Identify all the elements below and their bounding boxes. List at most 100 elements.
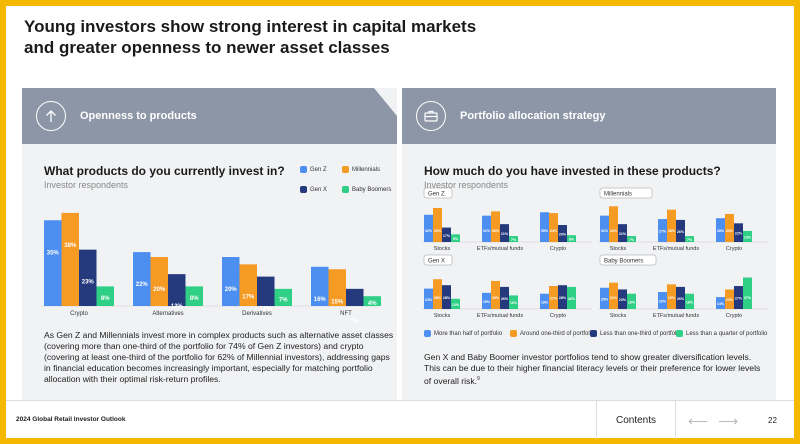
legend-more-than-half: More than half of portfolio: [424, 330, 502, 337]
right-body-text: Gen X and Baby Boomer investor portfolio…: [424, 352, 761, 386]
bar: [549, 286, 558, 309]
data-label: 33%: [726, 229, 734, 233]
prev-arrow-icon[interactable]: ⟵: [688, 413, 719, 429]
data-label: 14%: [717, 302, 725, 306]
legend-swatch: [342, 166, 349, 173]
data-label: 31%: [601, 229, 609, 233]
data-label: 20%: [225, 287, 238, 293]
data-label: 8%: [101, 296, 110, 302]
bar: [346, 288, 364, 306]
bar: [676, 286, 685, 309]
bar: [433, 208, 442, 242]
bar: [311, 266, 329, 306]
legend-swatch: [300, 186, 307, 193]
legend-swatch: [300, 166, 307, 173]
panel-tag: [423, 187, 453, 199]
bar: [491, 280, 500, 309]
bar: [442, 285, 451, 309]
data-label: 26%: [677, 297, 685, 301]
category-label: Stocks: [434, 246, 451, 252]
data-label: 22%: [136, 282, 149, 288]
category-label: Crypto: [550, 246, 566, 252]
bar: [667, 209, 676, 242]
category-label: Crypto: [726, 246, 742, 252]
bar: [185, 286, 203, 306]
right-question: How much do you have invested in these p…: [424, 164, 721, 178]
bar: [168, 274, 186, 306]
data-label: 17%: [443, 234, 451, 238]
page-title: Young investors show strong interest in …: [24, 17, 477, 57]
bar: [549, 213, 558, 242]
bar: [685, 293, 694, 309]
data-label: 34%: [550, 229, 558, 233]
publication-name: 2024 Global Retail Investor Outlook: [16, 416, 126, 423]
panel-tag: [423, 254, 453, 266]
data-label: 18%: [541, 300, 549, 304]
data-label: 7%: [279, 297, 288, 303]
data-label: 16%: [314, 297, 327, 303]
bar: [451, 298, 460, 309]
bar: [558, 285, 567, 309]
bar: [685, 236, 694, 242]
data-label: 23%: [619, 298, 627, 302]
bar: [600, 215, 609, 242]
bar: [716, 218, 725, 242]
data-label: 23%: [82, 280, 95, 286]
data-label: 28%: [559, 296, 567, 300]
bar: [658, 219, 667, 242]
category-label: Crypto: [550, 313, 566, 319]
legend-baby-boomers: Baby Boomers: [342, 186, 391, 193]
bar: [44, 220, 62, 306]
legend-one-third: Around one-third of portfolio: [510, 330, 594, 337]
data-label: 18%: [686, 300, 694, 304]
data-label: 17%: [242, 294, 255, 300]
page: Young investors show strong interest in …: [6, 6, 794, 438]
bar: [239, 264, 257, 306]
data-label: 28%: [717, 229, 725, 233]
data-label: 26%: [677, 230, 685, 234]
next-arrow-icon[interactable]: ⟶: [718, 413, 749, 429]
bar: [558, 225, 567, 242]
data-label: 26%: [568, 297, 576, 301]
bar: [491, 211, 500, 242]
data-label: 12%: [260, 307, 273, 313]
data-label: 9%: [453, 237, 459, 241]
bar: [567, 235, 576, 242]
contents-button[interactable]: Contents: [596, 401, 676, 439]
bar: [451, 234, 460, 242]
data-label: 7%: [511, 238, 517, 242]
bar: [658, 292, 667, 309]
category-label: Alternatives: [152, 311, 183, 317]
legend-less-one-third: Less than one-third of portfolio: [590, 330, 681, 337]
bar: [743, 230, 752, 242]
bar: [96, 286, 114, 306]
bar: [725, 289, 734, 309]
panel-label: Gen X: [428, 259, 445, 265]
category-label: Stocks: [610, 246, 627, 252]
data-label: 35%: [434, 296, 442, 300]
bar: [133, 252, 151, 306]
data-label: 20%: [153, 287, 166, 293]
bar: [424, 214, 433, 242]
bar: [627, 236, 636, 242]
bar: [618, 224, 627, 242]
data-label: 22%: [735, 232, 743, 236]
data-label: 24%: [425, 298, 433, 302]
data-label: 23%: [726, 298, 734, 302]
data-label: 32%: [425, 229, 433, 233]
legend-swatch: [424, 330, 431, 337]
bar: [734, 223, 743, 242]
bar: [482, 292, 491, 309]
bar: [363, 296, 381, 306]
bar: [500, 224, 509, 242]
data-label: 26%: [501, 297, 509, 301]
data-label: 27%: [659, 230, 667, 234]
bar: [540, 293, 549, 309]
arrow-up-circle-icon: [36, 101, 66, 131]
bar: [442, 227, 451, 242]
bar: [609, 282, 618, 309]
bar: [328, 269, 346, 306]
left-question: What products do you currently invest in…: [44, 164, 285, 178]
bar: [567, 286, 576, 309]
